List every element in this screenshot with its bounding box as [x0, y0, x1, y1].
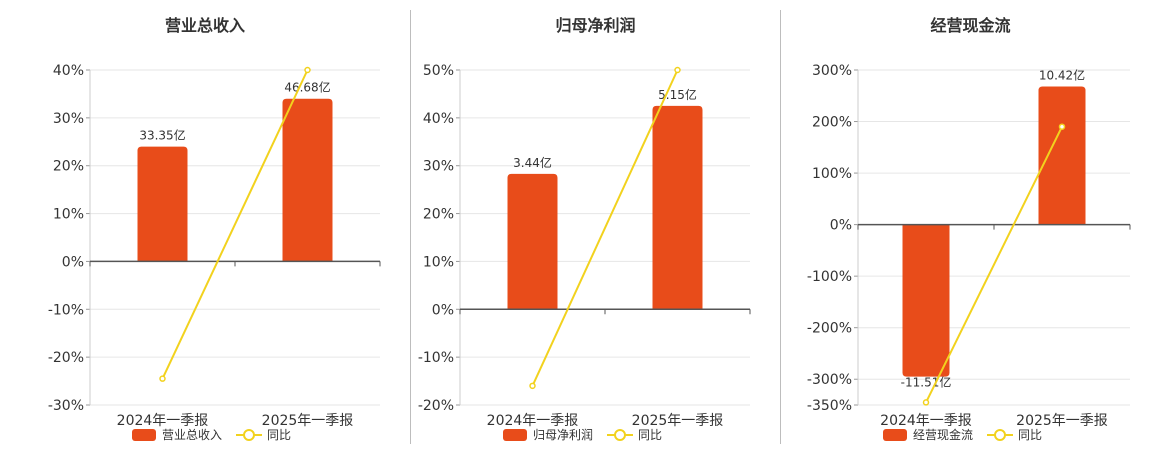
- legend-bar-swatch: [883, 428, 907, 441]
- y-tick-label: -100%: [807, 269, 852, 285]
- y-tick-label: 40%: [423, 111, 454, 127]
- chart-panel-net-profit: 归母净利润 50% 40% 30% 20% 10% 0% -10% -20% 3.44亿 5.15…: [411, 0, 780, 450]
- legend-line-swatch: [607, 428, 634, 441]
- bar: [1038, 86, 1086, 225]
- legend-bar-label: 经营现金流: [913, 428, 974, 442]
- legend: 营业总收入 同比: [132, 426, 291, 443]
- y-tick-label: 30%: [423, 159, 454, 175]
- y-tick-label: 10%: [53, 207, 84, 223]
- y-tick-label: 30%: [53, 111, 84, 127]
- yoy-line: [161, 69, 309, 380]
- panel-divider: [780, 10, 781, 444]
- legend-line-swatch: [987, 428, 1014, 441]
- legend-bar-label: 归母净利润: [533, 428, 594, 442]
- x-tick-label: 2024年一季报: [880, 413, 972, 429]
- x-tick-label: 2025年一季报: [1016, 413, 1108, 429]
- y-tick-label: 10%: [423, 254, 454, 270]
- yoy-point: [159, 375, 166, 382]
- chart-net-profit: 50%40%30%20%10%0%-10%-20%3.44亿5.15亿2024年…: [418, 63, 751, 429]
- y-tick-label: 100%: [812, 166, 852, 182]
- y-tick-label: 300%: [812, 63, 852, 79]
- y-tick-label: -30%: [48, 398, 84, 414]
- legend-line-label: 同比: [1018, 428, 1043, 442]
- x-tick-label: 2025年一季报: [262, 413, 354, 429]
- bar: [137, 146, 188, 262]
- chart-cash-flow: 300% 200% 100% 0% -100% -200% -300% -350% -11.51…: [807, 63, 1131, 429]
- y-tick-label: -10%: [418, 350, 454, 366]
- y-tick-label: 200%: [812, 115, 852, 131]
- yoy-point: [922, 399, 930, 406]
- legend: 归母净利润 同比: [503, 426, 662, 443]
- chart-title: 营业总收入: [164, 16, 245, 35]
- y-tick-label: 0%: [830, 218, 852, 234]
- y-tick-label: 20%: [423, 207, 454, 223]
- y-tick-label: 20%: [53, 159, 84, 175]
- bar-data-label: 46.68亿: [284, 80, 330, 95]
- y-tick-label: -10%: [48, 302, 84, 318]
- y-tick-label: 50%: [423, 63, 454, 79]
- y-tick-label: -200%: [807, 321, 852, 337]
- bar: [902, 224, 950, 377]
- chart-title: 归母净利润: [555, 16, 636, 35]
- bar-data-label: 10.42亿: [1039, 67, 1085, 82]
- y-tick-label: -300%: [807, 372, 852, 388]
- chart-panel-revenue: 营业总收入 40% 30% 20% 10% 0% -10% -20% -30% 33.35亿 46…: [0, 0, 410, 450]
- legend-bar-swatch: [503, 428, 527, 441]
- x-tick-label: 2025年一季报: [632, 413, 724, 429]
- y-tick-label: -350%: [807, 398, 852, 414]
- panel-divider: [410, 10, 411, 444]
- x-tick-label: 2024年一季报: [487, 413, 579, 429]
- bar: [652, 105, 703, 310]
- x-tick-label: 2024年一季报: [117, 413, 209, 429]
- bar: [507, 173, 558, 310]
- yoy-point: [304, 66, 311, 74]
- bar: [282, 98, 333, 262]
- y-tick-label: -20%: [48, 350, 84, 366]
- yoy-point: [1058, 123, 1066, 130]
- legend: 经营现金流 同比: [883, 426, 1042, 443]
- y-tick-label: 0%: [62, 254, 84, 270]
- chart-panel-cash-flow: 经营现金流 300% 200% 100% 0% -100% -200% -300% -350%…: [781, 0, 1160, 450]
- legend-bar-label: 营业总收入: [162, 428, 223, 442]
- chart-revenue: 40% 30% 20% 10% 0% -10% -20% -30% 33.35亿 46.68亿 20…: [48, 63, 381, 429]
- yoy-point: [529, 382, 536, 390]
- bar-data-label: 3.44亿: [513, 155, 552, 170]
- yoy-line: [531, 69, 679, 387]
- legend-bar-swatch: [132, 428, 156, 441]
- y-tick-label: -20%: [418, 398, 454, 414]
- legend-line-label: 同比: [638, 428, 663, 442]
- yoy-line: [925, 126, 1063, 403]
- y-tick-label: 0%: [432, 302, 454, 318]
- legend-line-label: 同比: [267, 428, 292, 442]
- yoy-point: [674, 66, 681, 74]
- y-tick-label: 40%: [53, 63, 84, 79]
- bar-data-label: -11.51亿: [901, 375, 952, 390]
- bar-data-label: 33.35亿: [139, 128, 185, 143]
- legend-line-swatch: [236, 428, 263, 441]
- chart-title: 经营现金流: [930, 16, 1011, 35]
